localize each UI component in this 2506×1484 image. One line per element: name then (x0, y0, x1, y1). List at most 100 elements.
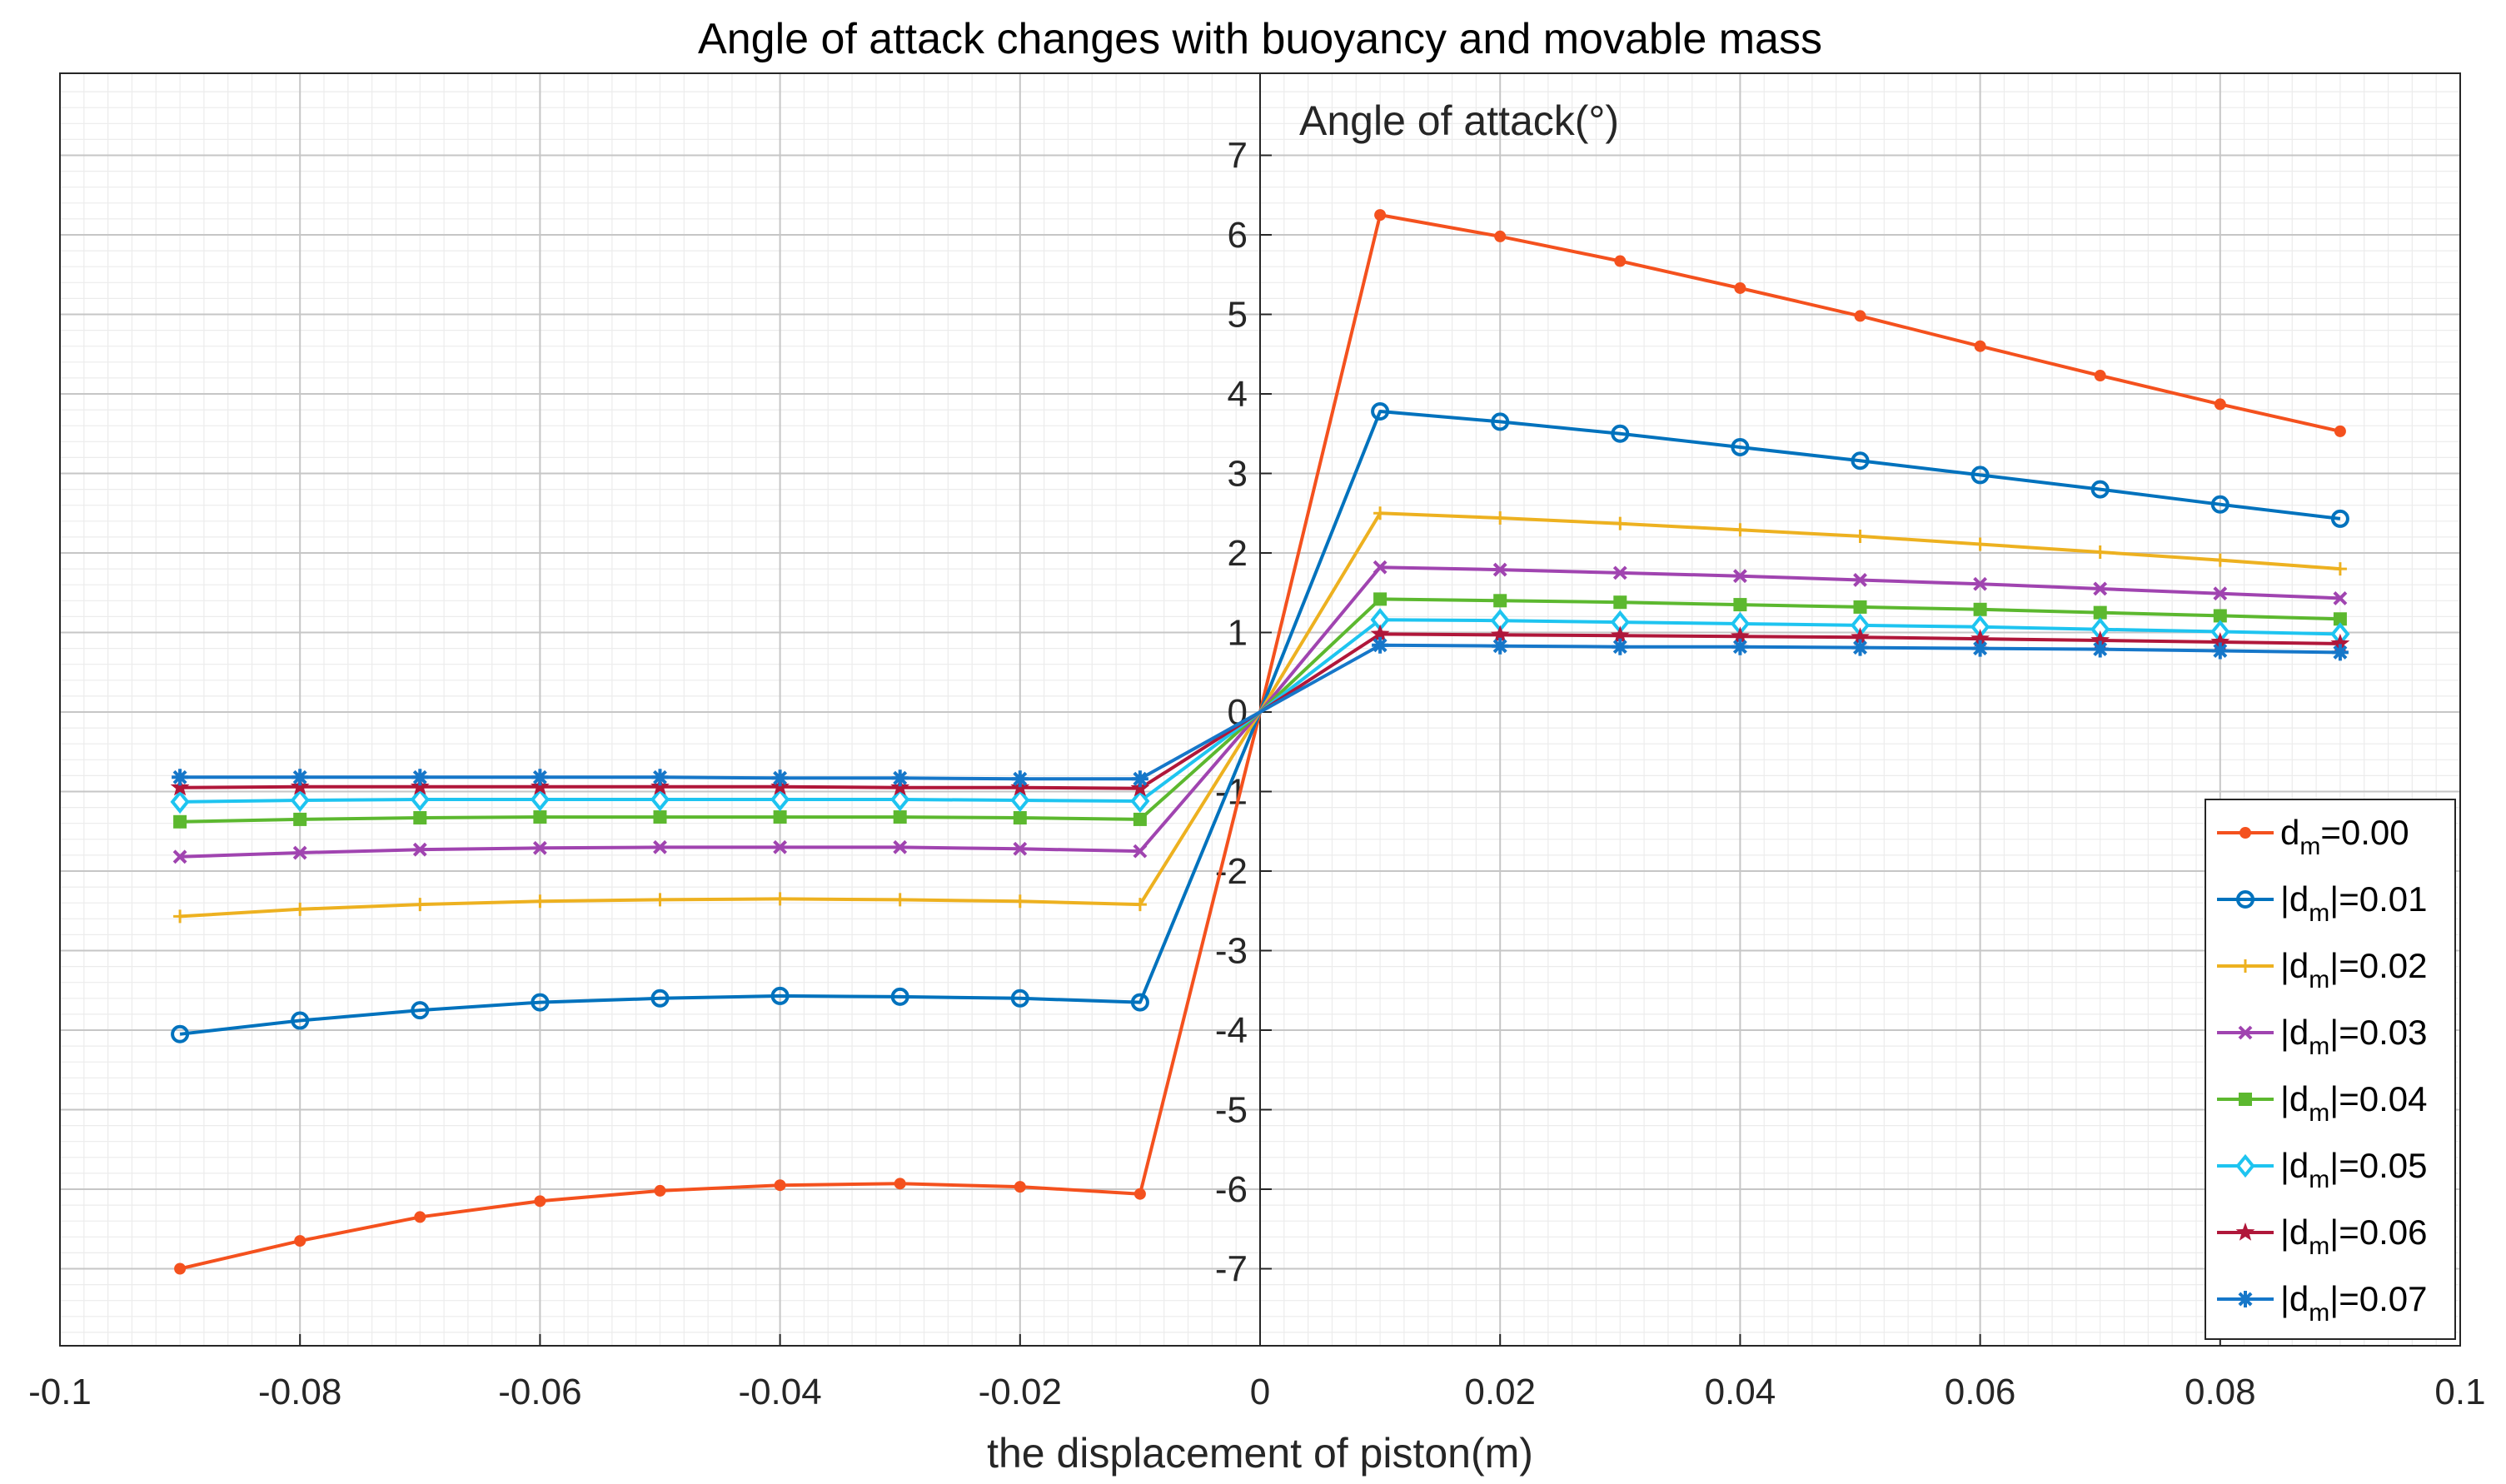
data-point-marker (770, 787, 790, 812)
data-point-marker (1373, 592, 1388, 606)
y-tick-label: 4 (1228, 374, 1248, 415)
data-point-marker (1614, 255, 1627, 267)
data-point-marker (893, 839, 908, 854)
data-point-marker (291, 769, 309, 786)
data-point-marker (773, 839, 788, 854)
data-point-marker (1133, 1188, 1146, 1200)
data-point-marker (651, 769, 669, 786)
legend-entry: dm=0.00 (2217, 813, 2409, 860)
data-point-marker (1371, 402, 1390, 421)
data-point-marker (654, 1184, 666, 1197)
data-point-marker (650, 989, 670, 1008)
data-point-marker (1974, 340, 1986, 352)
x-tick-label: -0.06 (498, 1372, 581, 1412)
data-point-marker (531, 769, 549, 786)
data-point-marker (1010, 989, 1029, 1008)
data-point-marker (1971, 640, 1989, 657)
data-point-marker (893, 810, 907, 824)
data-point-marker (290, 776, 310, 795)
series-group (170, 209, 2350, 1275)
legend-label: |dm|=0.04 (2280, 1079, 2427, 1127)
data-point-marker (293, 902, 307, 916)
x-tick-label: 0.08 (2185, 1372, 2256, 1412)
data-point-marker (1853, 573, 1867, 587)
data-point-marker (413, 898, 427, 912)
data-point-marker (2331, 644, 2349, 661)
data-point-marker (2210, 632, 2230, 650)
data-point-marker (533, 894, 547, 909)
data-point-marker (170, 777, 190, 796)
data-point-marker (1492, 562, 1507, 577)
data-point-marker (770, 986, 790, 1005)
data-point-marker (2239, 827, 2251, 839)
data-point-marker (1493, 594, 1507, 608)
data-point-marker (890, 777, 910, 796)
data-point-marker (1133, 844, 1148, 859)
data-point-marker (1010, 788, 1030, 813)
legend-box (2205, 799, 2456, 1340)
data-point-marker (292, 845, 307, 860)
data-point-marker (172, 849, 187, 864)
legend-label: |dm|=0.07 (2280, 1279, 2427, 1327)
x-tick-label: 0.02 (1464, 1372, 1536, 1412)
x-tick-labels: -0.1 -0.08 -0.06 -0.04 -0.02 0 0.02 0.04 0.06 0.0… (28, 1372, 2486, 1412)
data-point-marker (2210, 495, 2229, 514)
data-point-marker (2211, 642, 2229, 660)
data-point-marker (531, 776, 550, 795)
y-tick-label: -3 (1215, 931, 1248, 972)
chart-title: Angle of attack changes with buoyancy an… (698, 15, 1822, 63)
legend-entry: |dm|=0.05 (2217, 1146, 2427, 1193)
data-point-marker (2213, 609, 2227, 623)
data-point-marker (2239, 959, 2252, 973)
data-point-marker (1854, 310, 1866, 322)
data-point-marker (172, 769, 189, 786)
data-point-marker (1731, 626, 1750, 645)
data-point-marker (2091, 640, 2109, 658)
x-tick-label: -0.04 (738, 1372, 821, 1412)
data-point-marker (894, 1178, 906, 1190)
data-point-marker (1733, 598, 1747, 612)
x-tick-label: -0.02 (979, 1372, 1062, 1412)
legend-entry: |dm|=0.03 (2217, 1013, 2427, 1060)
data-point-marker (410, 776, 430, 795)
data-point-marker (174, 1262, 187, 1275)
y-tick-label: 2 (1228, 533, 1248, 574)
data-point-marker (650, 776, 670, 795)
data-point-marker (290, 788, 310, 813)
data-point-marker (2330, 509, 2349, 528)
data-point-marker (890, 987, 909, 1006)
legend-label: dm=0.00 (2280, 813, 2409, 860)
legend-entry: |dm|=0.06 (2217, 1213, 2427, 1260)
y-tick-label: 6 (1228, 215, 1248, 256)
legend: dm=0.00 |dm|=0.01 |dm|=0.02 |dm|=0.03 |dm|=0… (2205, 799, 2456, 1340)
y-tick-label: 7 (1228, 136, 1248, 177)
data-point-marker (534, 1195, 546, 1208)
data-point-marker (2094, 370, 2106, 382)
data-point-marker (1613, 516, 1627, 530)
data-point-marker (1851, 627, 1870, 645)
data-point-marker (2213, 553, 2227, 567)
data-point-marker (171, 1024, 190, 1043)
data-point-marker (2090, 480, 2110, 499)
data-point-marker (2213, 586, 2228, 601)
y-tick-label: 5 (1228, 295, 1248, 336)
data-point-marker (2239, 1093, 2252, 1106)
data-point-marker (773, 892, 787, 906)
data-point-marker (1611, 424, 1630, 443)
legend-entry: |dm|=0.02 (2217, 946, 2427, 993)
data-point-marker (653, 810, 667, 824)
data-point-marker (2334, 425, 2346, 437)
legend-entry: |dm|=0.01 (2217, 879, 2427, 927)
legend-entry: |dm|=0.04 (2217, 1079, 2427, 1127)
data-point-marker (1492, 637, 1509, 655)
data-point-marker (1013, 811, 1027, 825)
data-point-marker (1373, 506, 1388, 520)
data-point-marker (1013, 841, 1028, 856)
data-point-marker (2333, 562, 2347, 576)
data-point-marker (774, 1179, 786, 1192)
data-point-marker (2330, 633, 2350, 652)
data-point-marker (2236, 890, 2254, 909)
y-tick-label: 3 (1228, 454, 1248, 495)
data-point-marker (1011, 770, 1029, 788)
